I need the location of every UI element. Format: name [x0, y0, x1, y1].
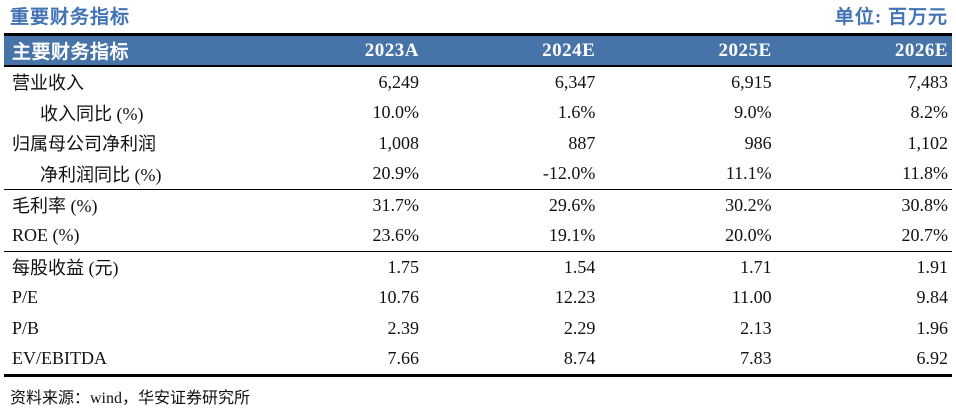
- table-row: 收入同比 (%) 10.0% 1.6% 9.0% 8.2%: [4, 98, 952, 129]
- value-cell: 29.6%: [548, 194, 596, 215]
- value-cell: 12.23: [554, 287, 596, 308]
- row-label: 营业收入: [12, 73, 84, 94]
- value-cell: 7.66: [387, 348, 420, 369]
- row-label: 收入同比 (%): [40, 103, 144, 124]
- table-row: ROE (%) 23.6% 19.1% 20.0% 20.7%: [4, 220, 952, 252]
- table-row: 归属母公司净利润 1,008 887 986 1,102: [4, 128, 952, 159]
- value-cell: 11.00: [731, 287, 772, 308]
- table-header: 主要财务指标 2023A 2024E 2025E 2026E: [4, 34, 952, 66]
- value-cell: 1.6%: [557, 102, 596, 123]
- value-cell: -12.0%: [423, 158, 600, 190]
- value-cell: 1,102: [907, 132, 949, 153]
- header-cell-2025e: 2025E: [718, 39, 772, 61]
- row-label: P/E: [12, 287, 39, 308]
- value-cell: 9.0%: [734, 102, 772, 123]
- value-cell: 8.2%: [910, 102, 949, 123]
- value-cell: 30.2%: [725, 194, 772, 215]
- row-label: 每股收益 (元): [12, 258, 119, 279]
- value-cell: 19.1%: [423, 220, 600, 252]
- value-cell: 1.75: [387, 256, 420, 277]
- section-title: 重要财务指标: [10, 7, 131, 28]
- value-cell: 887: [568, 132, 596, 153]
- value-cell: 2.29: [563, 317, 596, 338]
- value-cell: 7,483: [907, 71, 949, 92]
- value-cell: 10.76: [378, 287, 420, 308]
- header-cell-2024e: 2024E: [542, 39, 596, 61]
- value-cell: 2.13: [740, 317, 772, 338]
- value-cell: 10.0%: [372, 102, 420, 123]
- row-label: EV/EBITDA: [12, 348, 107, 369]
- value-cell: 23.6%: [245, 220, 424, 252]
- value-cell: 1.71: [740, 256, 772, 277]
- value-cell: 20.9%: [245, 158, 424, 190]
- row-label: 毛利率 (%): [12, 196, 98, 217]
- header-cell-2023a: 2023A: [364, 39, 420, 61]
- value-cell: 20.7%: [775, 220, 952, 252]
- value-cell: 31.7%: [372, 194, 420, 215]
- table-row: 每股收益 (元) 1.75 1.54 1.71 1.91: [4, 252, 952, 283]
- value-cell: 6,347: [554, 71, 596, 92]
- value-cell: 8.74: [563, 348, 596, 369]
- value-cell: 6.92: [916, 348, 949, 369]
- row-label: P/B: [12, 317, 40, 338]
- value-cell: 986: [744, 132, 772, 153]
- table-row: 毛利率 (%) 31.7% 29.6% 30.2% 30.8%: [4, 190, 952, 221]
- value-cell: 11.8%: [775, 158, 952, 190]
- value-cell: 11.1%: [599, 158, 776, 190]
- value-cell: 1.96: [916, 317, 949, 338]
- table-row: 净利润同比 (%) 20.9% -12.0% 11.1% 11.8%: [4, 158, 952, 190]
- value-cell: 1.54: [563, 256, 596, 277]
- financial-indicators-table: 主要财务指标 2023A 2024E 2025E 2026E 营业收入 6,249…: [4, 33, 952, 377]
- table-row: EV/EBITDA 7.66 8.74 7.83 6.92: [4, 344, 952, 376]
- value-cell: 6,915: [731, 71, 772, 92]
- header-cell-2026e: 2026E: [894, 39, 948, 61]
- table-body: 营业收入 6,249 6,347 6,915 7,483 收入同比 (%) 10.0% 1.6…: [4, 66, 952, 376]
- unit-label: 单位: 百万元: [834, 7, 948, 28]
- table-row: 营业收入 6,249 6,347 6,915 7,483: [4, 66, 952, 98]
- value-cell: 9.84: [916, 287, 949, 308]
- source-note: 资料来源：wind，华安证券研究所: [10, 390, 251, 407]
- value-cell: 1.91: [916, 256, 949, 277]
- value-cell: 6,249: [378, 71, 420, 92]
- value-cell: 1,008: [378, 132, 420, 153]
- caption-bar: 重要财务指标 单位: 百万元: [4, 0, 952, 33]
- table-header-row: 主要财务指标 2023A 2024E 2025E 2026E: [4, 34, 952, 66]
- header-cell-metric: 主要财务指标: [12, 42, 130, 63]
- value-cell: 2.39: [387, 317, 420, 338]
- row-label: 归属母公司净利润: [12, 134, 156, 155]
- value-cell: 20.0%: [599, 220, 776, 252]
- table-row: P/B 2.39 2.29 2.13 1.96: [4, 313, 952, 344]
- table-row: P/E 10.76 12.23 11.00 9.84: [4, 283, 952, 314]
- value-cell: 7.83: [740, 348, 772, 369]
- row-label: 净利润同比 (%): [4, 158, 246, 190]
- row-label: ROE (%): [4, 220, 246, 252]
- value-cell: 30.8%: [901, 194, 949, 215]
